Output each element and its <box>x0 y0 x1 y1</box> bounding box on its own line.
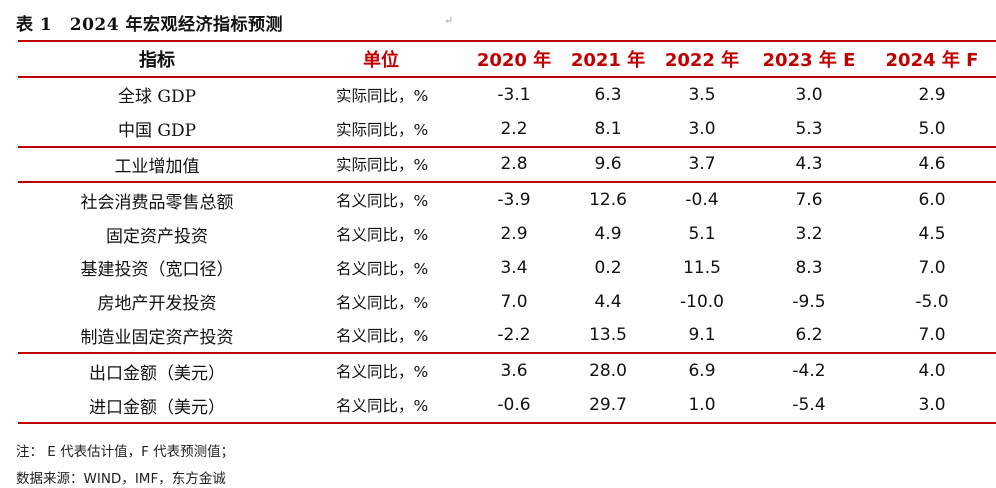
row-value: -3.1 <box>497 84 531 105</box>
row-indicator: 基建投资（宽口径） <box>80 260 234 281</box>
table-row: 工业增加值 实际同比，% 2.8 9.6 3.7 4.3 4.6 <box>18 145 996 183</box>
row-value: 11.5 <box>683 257 721 278</box>
table-row: 房地产开发投资 名义同比，% 7.0 4.4 -10.0 -9.5 -5.0 <box>18 285 996 319</box>
row-value: 3.4 <box>500 257 528 278</box>
header-2021: 2021 年 <box>562 40 654 78</box>
row-unit: 实际同比，% <box>336 120 429 139</box>
table-row: 社会消费品零售总额 名义同比，% -3.9 12.6 -0.4 7.6 6.0 <box>18 181 996 218</box>
row-indicator: 房地产开发投资 <box>97 294 217 315</box>
header-2022: 2022 年 <box>654 40 750 78</box>
table-title: 表 1 2024 年宏观经济指标预测 <box>16 10 283 35</box>
row-value: 3.0 <box>868 388 996 424</box>
row-value: 3.6 <box>466 352 562 389</box>
row-value: 2.9 <box>918 84 946 105</box>
row-value: -0.4 <box>654 181 750 218</box>
row-value: 2.2 <box>500 118 528 139</box>
header-unit: 单位 <box>296 40 466 78</box>
table-note: 注： E 代表估计值，F 代表预测值； <box>16 444 235 460</box>
row-value: -9.5 <box>792 291 826 312</box>
row-value: 7.0 <box>500 291 528 312</box>
table-row: 制造业固定资产投资 名义同比，% -2.2 13.5 9.1 6.2 7.0 <box>18 319 996 354</box>
row-value: 6.3 <box>594 84 622 105</box>
row-value: 3.5 <box>688 84 716 105</box>
row-value: 28.0 <box>562 352 654 389</box>
row-indicator: 中国 GDP <box>117 121 197 142</box>
row-indicator: 社会消费品零售总额 <box>18 181 296 218</box>
table-row: 进口金额（美元） 名义同比，% -0.6 29.7 1.0 -5.4 3.0 <box>18 388 996 424</box>
row-value: 2.8 <box>466 145 562 183</box>
row-value: 5.3 <box>795 118 823 139</box>
row-value: -5.4 <box>750 388 868 424</box>
row-value: 1.0 <box>654 388 750 424</box>
row-value: 6.9 <box>654 352 750 389</box>
macro-forecast-table: 指标 单位 2020 年 2021 年 2022 年 2023 年 E 2024… <box>18 40 996 424</box>
row-unit: 名义同比，% <box>336 259 429 278</box>
row-value: -2.2 <box>497 325 531 346</box>
header-2020: 2020 年 <box>466 40 562 78</box>
row-value: 29.7 <box>562 388 654 424</box>
row-indicator: 固定资产投资 <box>106 226 208 247</box>
row-value: -4.2 <box>750 352 868 389</box>
table-row: 基建投资（宽口径） 名义同比，% 3.4 0.2 11.5 8.3 7.0 <box>18 251 996 285</box>
row-unit: 实际同比，% <box>296 145 466 183</box>
row-indicator: 进口金额（美元） <box>18 388 296 424</box>
row-value: 8.3 <box>795 257 823 278</box>
row-value: 7.0 <box>918 325 946 346</box>
paragraph-mark-icon: ↵ <box>444 14 454 27</box>
row-value: 6.0 <box>868 181 996 218</box>
row-value: 9.1 <box>688 325 716 346</box>
row-value: 9.6 <box>562 145 654 183</box>
row-value: 4.0 <box>868 352 996 389</box>
header-indicator: 指标 <box>18 40 296 78</box>
row-indicator: 全球 GDP <box>117 87 197 108</box>
row-unit: 实际同比，% <box>336 86 429 105</box>
row-value: 4.5 <box>918 224 946 245</box>
row-indicator: 出口金额（美元） <box>18 352 296 389</box>
row-value: 13.5 <box>589 325 627 346</box>
row-value: 4.9 <box>594 224 622 245</box>
table-row: 出口金额（美元） 名义同比，% 3.6 28.0 6.9 -4.2 4.0 <box>18 352 996 389</box>
row-unit: 名义同比，% <box>336 293 429 312</box>
header-2024f: 2024 年 F <box>868 40 996 78</box>
row-unit: 名义同比，% <box>296 181 466 218</box>
row-value: 4.4 <box>594 291 622 312</box>
row-unit: 名义同比，% <box>336 327 429 346</box>
row-value: 7.0 <box>918 257 946 278</box>
row-value: -3.9 <box>466 181 562 218</box>
row-value: -5.0 <box>915 291 949 312</box>
row-indicator: 工业增加值 <box>18 145 296 183</box>
row-value: 3.0 <box>688 118 716 139</box>
row-value: 7.6 <box>750 181 868 218</box>
row-value: 4.3 <box>750 145 868 183</box>
row-value: -0.6 <box>466 388 562 424</box>
table-title-text: 表 1 2024 年宏观经济指标预测 <box>16 15 283 35</box>
row-value: 6.2 <box>795 325 823 346</box>
row-indicator: 制造业固定资产投资 <box>80 327 234 348</box>
header-row: 指标 单位 2020 年 2021 年 2022 年 2023 年 E 2024… <box>18 40 996 78</box>
data-source: 数据来源：WIND，IMF，东方金诚 <box>16 471 226 487</box>
row-unit: 名义同比，% <box>296 352 466 389</box>
row-value: 8.1 <box>594 118 622 139</box>
row-unit: 名义同比，% <box>336 226 429 245</box>
row-value: 3.0 <box>795 84 823 105</box>
row-value: 5.1 <box>688 224 716 245</box>
table-row: 固定资产投资 名义同比，% 2.9 4.9 5.1 3.2 4.5 <box>18 217 996 251</box>
table-row: 中国 GDP 实际同比，% 2.2 8.1 3.0 5.3 5.0 <box>18 112 996 147</box>
row-unit: 名义同比，% <box>296 388 466 424</box>
row-value: 3.2 <box>795 224 823 245</box>
row-value: 0.2 <box>594 257 622 278</box>
row-value: 3.7 <box>654 145 750 183</box>
table-row: 全球 GDP 实际同比，% -3.1 6.3 3.5 3.0 2.9 <box>18 77 996 112</box>
row-value: 5.0 <box>918 118 946 139</box>
row-value: 4.6 <box>868 145 996 183</box>
row-value: 2.9 <box>500 224 528 245</box>
header-2023e: 2023 年 E <box>750 40 868 78</box>
row-value: -10.0 <box>680 291 724 312</box>
row-value: 12.6 <box>562 181 654 218</box>
